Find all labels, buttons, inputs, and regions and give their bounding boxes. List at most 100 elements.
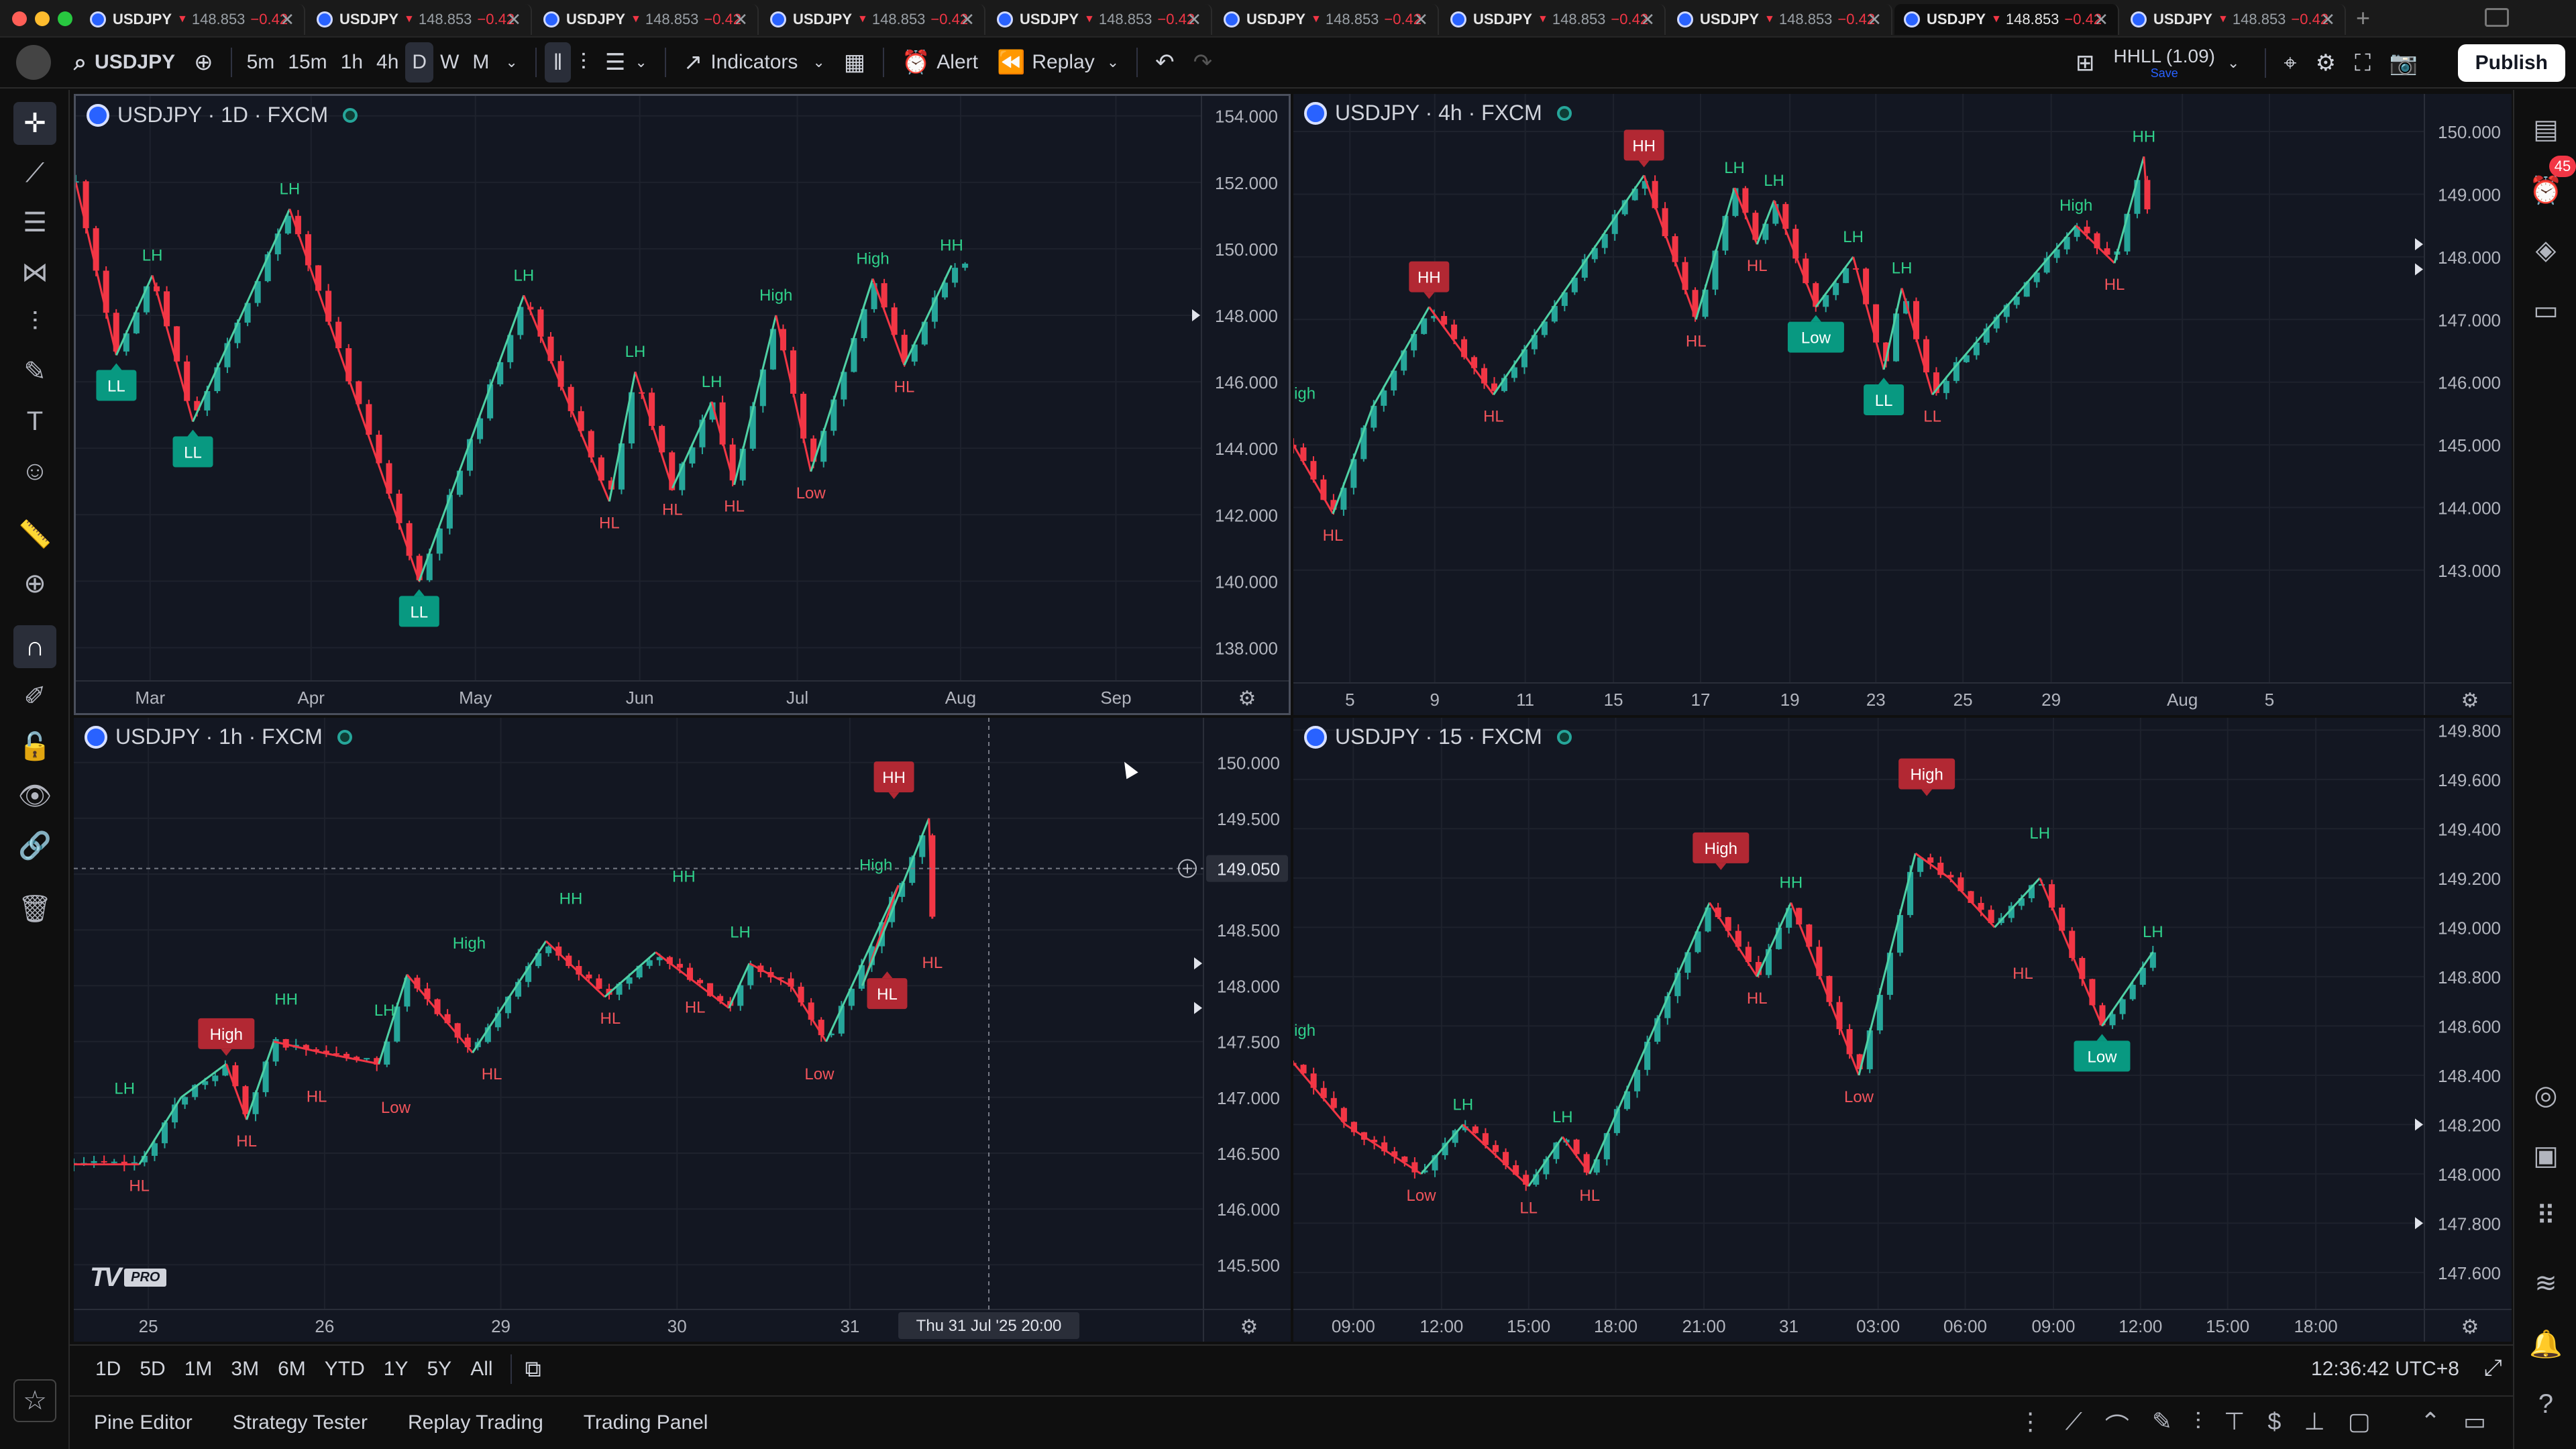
snapshot-button[interactable]: 📷 xyxy=(2380,43,2427,83)
date-range-button[interactable]: 1D xyxy=(95,1358,121,1380)
browser-tab[interactable]: USDJPY ▼ 148.853 −0.42 ✕ xyxy=(761,4,985,35)
interval-button[interactable]: 15m xyxy=(288,51,327,73)
window-close-button[interactable] xyxy=(12,11,27,26)
go-to-date-icon[interactable]: ⧉ xyxy=(525,1356,541,1382)
new-tab-button[interactable]: + xyxy=(2356,4,2371,32)
bell-icon[interactable]: 🔔 xyxy=(2529,1329,2563,1359)
close-tab-icon[interactable]: ✕ xyxy=(1640,9,1655,30)
close-tab-icon[interactable]: ✕ xyxy=(1867,9,1882,30)
redo-button[interactable]: ↷ xyxy=(1184,42,1222,83)
pane-legend[interactable]: USDJPY · 1D · FXCM xyxy=(87,103,358,127)
price-label-icon[interactable]: $ xyxy=(2267,1407,2282,1435)
quick-search-button[interactable]: ⌖ xyxy=(2274,43,2306,83)
text-tool[interactable]: T xyxy=(26,406,44,436)
browser-tab[interactable]: USDJPY ▼ 148.853 −0.42 ✕ xyxy=(1441,4,1666,35)
pane-legend[interactable]: USDJPY · 1h · FXCM xyxy=(85,724,352,749)
watchlist-icon[interactable]: ▤ xyxy=(2533,115,2559,144)
interval-button[interactable]: W xyxy=(440,51,460,73)
indicators-button[interactable]: ↗ Indicators ⌄ xyxy=(674,42,835,83)
chart-type-list-button[interactable]: ☰ ⌄ xyxy=(596,42,657,83)
calendar-icon[interactable]: ▣ xyxy=(2533,1141,2559,1171)
close-tab-icon[interactable]: ✕ xyxy=(960,9,975,30)
close-tab-icon[interactable]: ✕ xyxy=(2320,9,2335,30)
chevron-down-icon[interactable]: ⌄ xyxy=(2226,54,2240,71)
bottom-panel-tab[interactable]: Trading Panel xyxy=(583,1411,708,1434)
chart-pane-15m[interactable]: 149.800 149.600 149.400 149.200 149.000 148.8… xyxy=(1293,718,2512,1342)
close-tab-icon[interactable]: ✕ xyxy=(1413,9,1428,30)
settings-button[interactable]: ⚙ xyxy=(2306,43,2345,83)
maximize-pane-icon[interactable]: ⤢ xyxy=(2483,1355,2502,1381)
layers-icon[interactable]: ◈ xyxy=(2535,235,2557,265)
pattern-tool[interactable]: ⋈ xyxy=(21,258,48,287)
chart-pane-1d[interactable]: 154.000 152.000 150.000 148.000 146.000 144.0… xyxy=(74,94,1291,715)
favorites-star-icon[interactable]: ☆ xyxy=(13,1379,56,1422)
drag-handle-icon[interactable]: ⋮ xyxy=(2018,1407,2043,1435)
browser-tab[interactable]: USDJPY ▼ 148.853 −0.42 ✕ xyxy=(80,4,305,35)
publish-button[interactable]: Publish xyxy=(2457,44,2565,82)
interval-button[interactable]: M xyxy=(472,51,490,73)
stay-in-drawing-mode-tool[interactable]: ✐ xyxy=(23,682,46,711)
emoji-tool[interactable]: ☺ xyxy=(21,455,49,486)
chat-icon[interactable]: ▭ xyxy=(2533,296,2559,325)
interval-button[interactable]: 4h xyxy=(376,51,399,73)
chart-4h[interactable]: 150.000 149.000 148.000 147.000 146.000 145.0… xyxy=(1293,94,2512,715)
trend-line-tool[interactable]: ⟋ xyxy=(25,158,44,188)
collapse-panel-icon[interactable]: ⌃ xyxy=(2420,1407,2440,1435)
trend-line-icon[interactable]: ⟋ xyxy=(2065,1407,2082,1435)
browser-tab[interactable]: USDJPY ▼ 148.853 −0.42 ✕ xyxy=(307,4,532,35)
interval-button[interactable]: D xyxy=(405,42,434,83)
pane-legend[interactable]: USDJPY · 15 · FXCM xyxy=(1304,724,1572,749)
alerts-clock-icon[interactable]: ⏰ xyxy=(2529,175,2563,205)
compare-symbol-button[interactable]: ⊕ xyxy=(184,42,223,83)
undo-button[interactable]: ↶ xyxy=(1146,42,1184,83)
fib-retracement-tool[interactable]: ☰ xyxy=(23,208,47,237)
path-icon[interactable]: ⌒ xyxy=(2104,1413,2129,1440)
interval-dropdown-button[interactable]: ⌄ xyxy=(496,42,527,83)
layout-grid-button[interactable]: ⊞ xyxy=(2066,43,2104,83)
browser-tab[interactable]: USDJPY ▼ 148.853 −0.42 ✕ xyxy=(1668,4,1892,35)
lock-drawings-tool[interactable]: 🔓 xyxy=(18,731,52,761)
interval-button[interactable]: 1h xyxy=(340,51,364,73)
magnet-mode-tool[interactable]: ∩ xyxy=(13,625,56,668)
browser-tab[interactable]: USDJPY ▼ 148.853 −0.42 ✕ xyxy=(534,4,759,35)
browser-tab[interactable]: USDJPY ▼ 148.853 −0.42 ✕ xyxy=(1894,4,2119,35)
alert-button[interactable]: ⏰ Alert xyxy=(892,42,987,83)
bottom-panel-tab[interactable]: Pine Editor xyxy=(94,1411,193,1434)
dots-grid-icon[interactable]: ⠿ xyxy=(2536,1201,2556,1231)
browser-tab[interactable]: USDJPY ▼ 148.853 −0.42 ✕ xyxy=(1214,4,1439,35)
interval-button[interactable]: 5m xyxy=(246,51,275,73)
measure-icon[interactable]: ⊥ xyxy=(2304,1407,2325,1435)
browser-tab[interactable]: USDJPY ▼ 148.853 −0.42 ✕ xyxy=(987,4,1212,35)
rectangle-icon[interactable]: ▢ xyxy=(2347,1407,2371,1435)
date-range-button[interactable]: 1Y xyxy=(383,1358,409,1380)
broadcast-icon[interactable]: ≋ xyxy=(2534,1269,2557,1298)
window-maximize-button[interactable] xyxy=(58,11,72,26)
date-range-button[interactable]: 3M xyxy=(231,1358,260,1380)
chart-1d[interactable]: 154.000 152.000 150.000 148.000 146.000 144.0… xyxy=(76,96,1289,713)
date-range-button[interactable]: 5D xyxy=(140,1358,166,1380)
crosshair-cursor-tool[interactable]: ✛ xyxy=(13,102,56,145)
candle-pattern-icon[interactable]: ⫶ xyxy=(2195,1407,2202,1435)
symbol-search-button[interactable]: ⌕ USDJPY xyxy=(64,42,184,83)
close-tab-icon[interactable]: ✕ xyxy=(506,9,521,30)
target-icon[interactable]: ◎ xyxy=(2534,1081,2558,1110)
zoom-in-tool[interactable]: ⊕ xyxy=(23,569,46,598)
bottom-panel-tab[interactable]: Strategy Tester xyxy=(232,1411,368,1434)
window-minimize-button[interactable] xyxy=(35,11,50,26)
indicator-templates-button[interactable]: ▦ xyxy=(835,42,875,83)
close-tab-icon[interactable]: ✕ xyxy=(280,9,294,30)
date-range-button[interactable]: 6M xyxy=(278,1358,306,1380)
date-range-button[interactable]: 1M xyxy=(184,1358,213,1380)
bar-chart-type-button[interactable]: ⫶ xyxy=(571,42,596,83)
fullscreen-button[interactable]: ⛶ xyxy=(2345,43,2380,83)
close-tab-icon[interactable]: ✕ xyxy=(1187,9,1201,30)
ruler-tool[interactable]: 📏 xyxy=(18,519,52,549)
chart-1h[interactable]: 150.000149.500149.000148.500148.000147.5… xyxy=(74,718,1291,1342)
avatar[interactable] xyxy=(16,45,51,80)
chart-pane-1h[interactable]: 150.000149.500149.000148.500148.000147.5… xyxy=(74,718,1291,1342)
brush-tool[interactable]: ✎ xyxy=(23,357,46,386)
date-range-button[interactable]: 5Y xyxy=(427,1358,452,1380)
layout-name-button[interactable]: HHLL (1.09) Save xyxy=(2104,43,2224,83)
date-range-button[interactable]: All xyxy=(470,1358,493,1380)
remove-drawings-tool[interactable]: 🗑 xyxy=(17,894,52,924)
